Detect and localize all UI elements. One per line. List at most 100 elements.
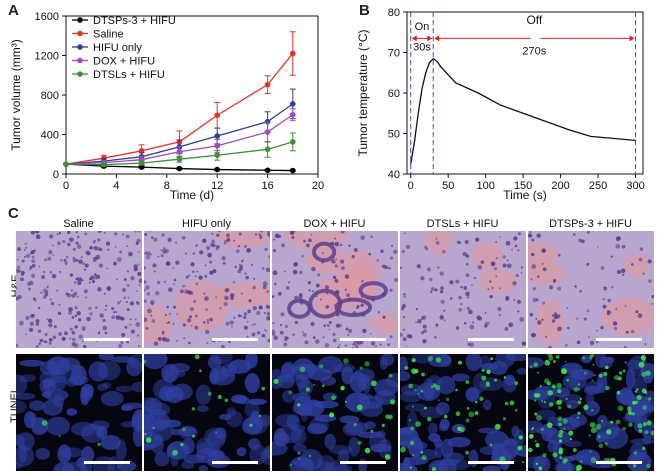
nucleus — [232, 280, 236, 284]
nuclear-stain — [584, 401, 600, 416]
nucleus — [239, 266, 243, 271]
apoptotic-signal — [194, 354, 200, 360]
nucleus — [117, 257, 122, 262]
nucleus — [166, 322, 169, 324]
apoptotic-signal — [536, 415, 542, 421]
nucleus — [29, 265, 33, 269]
nucleus — [362, 328, 367, 334]
nucleus — [425, 248, 428, 251]
nucleus — [456, 240, 460, 244]
nucleus — [220, 344, 225, 348]
series-4 — [63, 132, 296, 168]
nucleus — [475, 237, 480, 242]
nuclear-stain — [39, 360, 60, 376]
apoptotic-signal — [598, 373, 603, 378]
apoptotic-signal — [569, 437, 573, 441]
nucleus — [400, 266, 403, 269]
apoptotic-signal — [400, 446, 406, 453]
nucleus — [123, 278, 127, 281]
apoptotic-signal — [529, 365, 533, 369]
nucleus — [209, 260, 213, 264]
nuclear-stain — [554, 462, 578, 471]
nucleus — [138, 284, 141, 286]
nucleus — [347, 333, 350, 337]
nucleus — [194, 314, 198, 318]
x-tick-label: 150 — [514, 180, 532, 192]
nucleus — [102, 318, 106, 323]
nucleus — [165, 261, 171, 266]
nuclear-stain — [628, 394, 652, 416]
nuclear-stain — [443, 452, 464, 463]
nucleus — [138, 231, 141, 233]
nucleus — [173, 283, 176, 285]
nucleus — [288, 281, 291, 284]
apoptotic-signal — [619, 371, 623, 375]
apoptotic-signal — [479, 396, 484, 401]
apoptotic-signal — [364, 361, 370, 367]
nuclear-stain — [419, 406, 445, 419]
nucleus — [529, 231, 532, 233]
nucleus — [369, 332, 372, 335]
nucleus — [246, 335, 249, 338]
nucleus — [360, 235, 366, 241]
nucleus — [544, 335, 548, 338]
nuclear-stain — [162, 369, 176, 383]
nucleus — [98, 231, 102, 233]
nuclear-stain — [411, 354, 434, 364]
nucleus — [620, 268, 626, 274]
apoptotic-signal — [543, 378, 550, 384]
nucleus — [145, 285, 150, 290]
nucleus — [647, 259, 652, 264]
he-tile-3 — [400, 231, 526, 348]
nucleus — [265, 304, 269, 308]
nucleus — [157, 336, 162, 341]
apoptotic-signal — [644, 430, 649, 435]
nucleus — [82, 345, 87, 348]
nucleus — [603, 286, 608, 291]
nucleus — [144, 288, 146, 292]
nucleus — [111, 307, 115, 311]
apoptotic-signal — [411, 405, 414, 408]
nucleus — [153, 341, 159, 346]
nuclear-stain — [132, 426, 142, 447]
he-tile-0 — [16, 231, 142, 348]
nucleus — [310, 321, 315, 327]
nucleus — [89, 245, 93, 250]
nucleus — [184, 289, 189, 294]
nuclear-stain — [596, 372, 608, 393]
nucleus — [267, 338, 270, 343]
apoptotic-signal — [364, 447, 371, 454]
nuclear-stain — [151, 435, 164, 455]
nucleus — [172, 322, 175, 325]
apoptotic-signal — [534, 412, 538, 416]
nucleus — [88, 281, 91, 284]
apoptotic-signal — [433, 383, 437, 387]
apoptotic-signal — [215, 431, 218, 434]
apoptotic-signal — [421, 455, 427, 461]
nucleus — [47, 318, 53, 323]
nucleus — [323, 324, 327, 327]
nucleus — [63, 258, 67, 262]
nucleus — [160, 254, 164, 258]
nucleus — [221, 256, 226, 261]
nucleus — [615, 307, 618, 310]
nucleus — [84, 232, 88, 236]
nucleus — [52, 347, 54, 348]
nucleus — [195, 244, 198, 247]
nucleus — [184, 252, 187, 255]
scale-bar — [212, 338, 258, 341]
nucleus — [602, 304, 607, 309]
nucleus — [595, 329, 598, 332]
nucleus — [348, 244, 351, 247]
nucleus — [97, 332, 100, 335]
nucleus — [93, 275, 98, 280]
nucleus — [48, 341, 52, 345]
nucleus — [20, 272, 25, 276]
apoptotic-signal — [577, 411, 581, 415]
tissue-region — [472, 241, 504, 271]
nucleus — [99, 313, 104, 318]
nucleus — [606, 310, 610, 314]
nucleus — [187, 341, 191, 345]
apoptotic-signal — [518, 435, 523, 440]
nucleus — [86, 251, 91, 256]
